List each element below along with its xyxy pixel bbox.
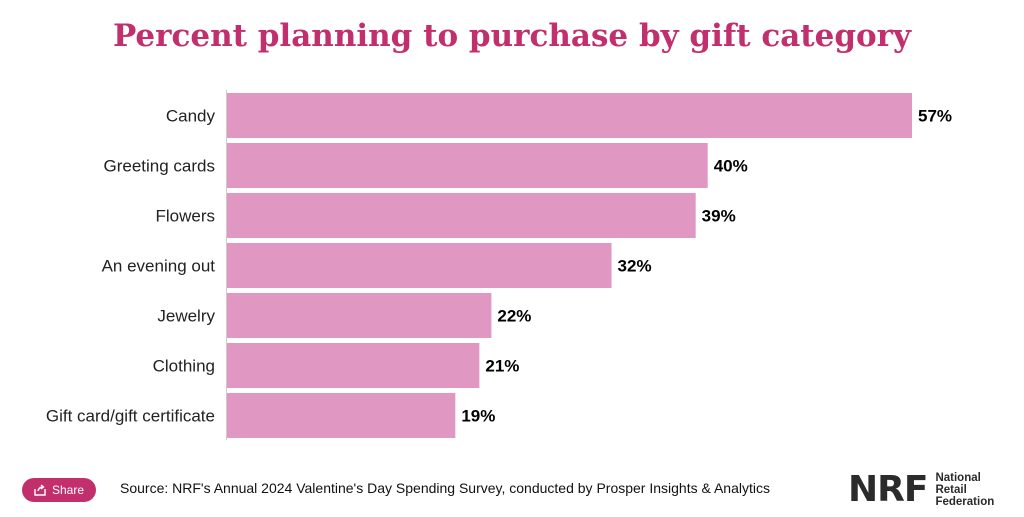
value-label-5: 21% [485,357,519,376]
category-label-1: Greeting cards [104,157,216,176]
logo-text: National Retail Federation [935,472,994,508]
bar-1 [227,143,708,188]
nrf-logo: NRF National Retail Federation [848,470,994,510]
value-label-1: 40% [714,157,748,176]
share-icon [34,484,46,496]
bar-0 [227,93,912,138]
value-label-6: 19% [461,407,495,426]
category-label-5: Clothing [153,357,215,376]
value-label-2: 39% [702,207,736,226]
bar-2 [227,193,696,238]
bar-6 [227,393,456,438]
category-label-0: Candy [166,107,216,126]
logo-line-2: Retail [935,484,967,496]
bar-4 [227,293,492,338]
share-label: Share [51,483,85,497]
value-label-0: 57% [918,107,952,126]
value-label-3: 32% [618,257,652,276]
bar-5 [227,343,480,388]
category-label-6: Gift card/gift certificate [46,407,215,426]
category-label-2: Flowers [155,207,215,226]
bars-group: Candy 57% Greeting cards 40% Flowers 39% An ev… [46,93,952,438]
chart-title: Percent planning to purchase by gift cat… [112,18,912,54]
category-label-3: An evening out [102,257,216,276]
category-label-4: Jewelry [157,307,215,326]
value-label-4: 22% [497,307,531,326]
logo-line-3: Federation [935,496,995,508]
bar-3 [227,243,612,288]
source-note: Source: NRF's Annual 2024 Valentine's Da… [120,480,770,496]
logo-mark: NRF [848,469,928,510]
share-button[interactable]: Share [22,478,96,502]
logo-line-1: National [935,472,981,484]
bar-chart: Candy 57% Greeting cards 40% Flowers 39% An ev… [46,90,952,440]
